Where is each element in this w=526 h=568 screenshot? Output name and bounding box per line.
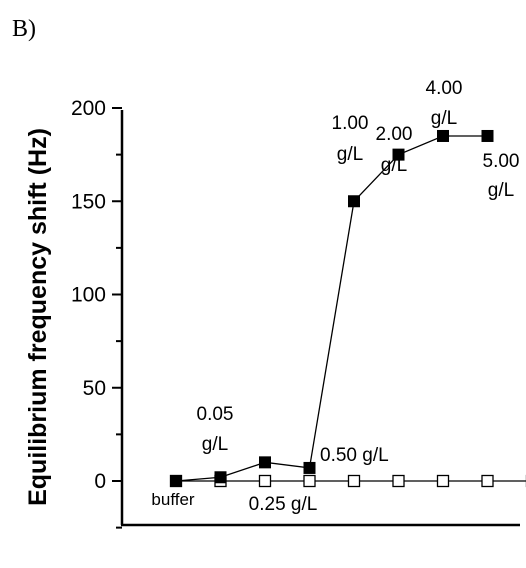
open-square-point (258, 474, 272, 488)
filled-square-point (303, 461, 316, 474)
panel-label: B) (12, 16, 36, 42)
annotation-c200: g/L (381, 155, 407, 176)
y-tick-label: 50 (83, 377, 106, 400)
annotation-c200: 2.00 (376, 124, 413, 145)
open-square-point (392, 474, 405, 488)
annotation-c005: 0.05 (197, 404, 234, 425)
annotation-buffer: buffer (151, 490, 195, 509)
y-tick-label: 0 (94, 470, 106, 493)
y-tick-label: 150 (71, 190, 106, 213)
filled-square-point (259, 456, 271, 469)
annotation-c100: g/L (337, 144, 363, 165)
open-square-point (481, 474, 494, 488)
annotation-c005: g/L (202, 434, 228, 455)
filled-square-point (437, 129, 449, 142)
open-square-point (347, 474, 361, 488)
open-square-point (436, 474, 450, 488)
filled-square-point (170, 475, 182, 487)
annotation-c400: g/L (431, 108, 457, 129)
filled-square-point (214, 471, 227, 484)
annotation-c100: 1.00 (332, 113, 369, 134)
annotation-c500: 5.00 (483, 151, 520, 172)
annotation-c025: 0.25 g/L (249, 494, 318, 515)
filled-square-point (392, 148, 405, 161)
annotation-c400: 4.00 (426, 78, 463, 99)
y-tick-label: 100 (71, 284, 106, 307)
open-square-point (303, 474, 316, 488)
annotation-c500: g/L (488, 180, 514, 201)
y-tick-label: 200 (71, 97, 106, 120)
filled-square-point (481, 129, 494, 142)
y-axis-label: Equilibrium frequency shift (Hz) (24, 128, 52, 506)
annotation-c050: 0.50 g/L (320, 445, 389, 466)
filled-square-point (348, 195, 360, 208)
series-filled-line (175, 135, 488, 482)
